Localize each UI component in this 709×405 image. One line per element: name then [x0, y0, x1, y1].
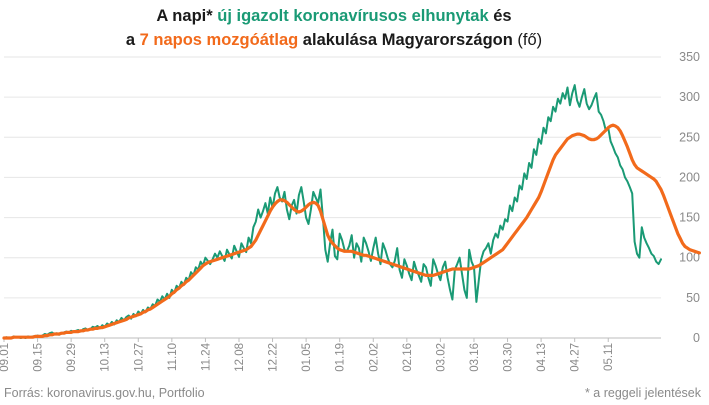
x-tick-label: 11.10	[167, 343, 179, 371]
x-tick-label: 10.13	[100, 343, 112, 372]
chart-title: A napi* új igazolt koronavírusos elhunyt…	[0, 4, 668, 52]
x-tick-label: 09.15	[33, 343, 45, 372]
x-tick-label: 09.29	[66, 343, 78, 372]
title-moving-average-label: 7 napos mozgóátlag	[139, 31, 299, 49]
daily-deaths-series-line	[3, 84, 662, 339]
x-tick-label: 05.11	[603, 343, 615, 371]
x-tick-label: 04.27	[570, 343, 582, 372]
title-line-2: a 7 napos mozgóátlag alakulása Magyarors…	[125, 31, 543, 49]
title-daily-deaths-label: új igazolt koronavírusos elhunytak	[217, 7, 489, 25]
x-tick-label: 01.05	[301, 343, 313, 372]
x-tick-label: 01.19	[335, 343, 347, 372]
x-tick-label: 03.30	[503, 343, 515, 372]
x-tick-label: 02.02	[368, 343, 380, 372]
y-tick-label: 200	[679, 170, 700, 184]
y-tick-label: 350	[679, 50, 700, 64]
x-tick-label: 09.01	[0, 343, 11, 372]
x-tick-label: 03.16	[469, 343, 481, 372]
title-line-1: A napi* új igazolt koronavírusos elhunyt…	[156, 7, 512, 25]
y-tick-label: 300	[679, 90, 700, 104]
source-note: Forrás: koronavirus.gov.hu, Portfolio	[4, 386, 205, 400]
x-tick-label: 12.22	[268, 343, 280, 372]
y-tick-label: 150	[679, 211, 700, 225]
x-tick-label: 12.08	[234, 343, 246, 372]
x-tick-label: 03.02	[435, 343, 447, 372]
x-tick-label: 04.13	[536, 343, 548, 372]
x-tick-label: 10.27	[133, 343, 145, 372]
moving-average-series-line	[2, 123, 702, 340]
x-tick-label: 11.24	[200, 342, 212, 371]
footnote: * a reggeli jelentések	[584, 386, 701, 400]
x-tick-label: 02.16	[402, 343, 414, 372]
y-tick-label: 100	[679, 251, 700, 265]
y-tick-label: 50	[686, 291, 700, 305]
y-tick-label: 250	[679, 130, 700, 144]
y-tick-label: 0	[693, 331, 700, 345]
